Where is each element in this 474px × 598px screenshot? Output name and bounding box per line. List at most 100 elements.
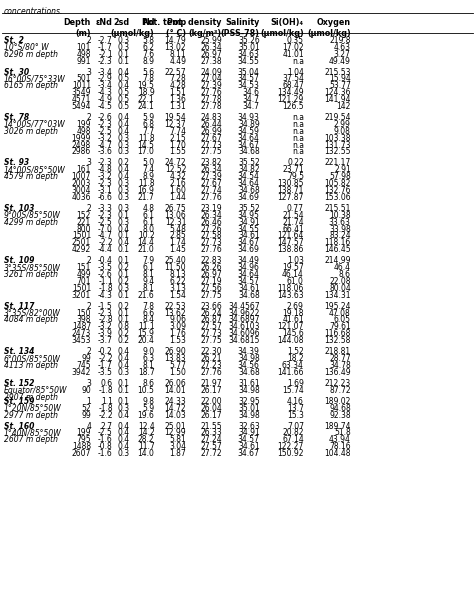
Text: 5.9: 5.9 (142, 113, 155, 122)
Text: 1.87: 1.87 (170, 449, 186, 458)
Text: 34.6897: 34.6897 (228, 316, 260, 325)
Text: 34.69: 34.69 (238, 193, 260, 202)
Text: 0.2: 0.2 (118, 336, 130, 345)
Text: -2.6: -2.6 (98, 270, 113, 279)
Text: 27.75: 27.75 (200, 148, 222, 157)
Text: 11.50: 11.50 (164, 263, 186, 272)
Text: 34.54: 34.54 (238, 172, 260, 181)
Text: 14.72: 14.72 (164, 404, 186, 413)
Text: -2.1: -2.1 (98, 50, 113, 59)
Text: -1.5: -1.5 (98, 302, 113, 311)
Text: 13.06: 13.06 (164, 211, 186, 220)
Text: 6.1: 6.1 (143, 218, 155, 227)
Text: 26.34: 26.34 (200, 42, 222, 52)
Text: 0.4: 0.4 (118, 361, 130, 370)
Text: 0.4: 0.4 (118, 166, 130, 175)
Text: 51.8: 51.8 (334, 429, 351, 438)
Text: 14°00S/77°03W: 14°00S/77°03W (4, 120, 65, 129)
Text: 34.49: 34.49 (238, 257, 260, 266)
Text: 34.55: 34.55 (238, 56, 260, 66)
Text: 0.1: 0.1 (118, 50, 130, 59)
Text: 0.1: 0.1 (118, 379, 130, 388)
Text: 0.3: 0.3 (118, 193, 130, 202)
Text: 0.1: 0.1 (118, 257, 130, 266)
Text: 87.72: 87.72 (329, 386, 351, 395)
Text: 15.9: 15.9 (137, 329, 155, 338)
Text: -3.2: -3.2 (98, 134, 113, 143)
Text: 1.52: 1.52 (287, 347, 304, 356)
Text: 27.76: 27.76 (200, 368, 222, 377)
Text: 3026 m depth: 3026 m depth (4, 127, 58, 136)
Text: 26.17: 26.17 (200, 386, 222, 395)
Text: Depth
(m): Depth (m) (64, 18, 91, 38)
Text: 215.53: 215.53 (324, 68, 351, 77)
Text: 9.4: 9.4 (142, 277, 155, 286)
Text: 2sd: 2sd (114, 18, 130, 27)
Text: 2.7: 2.7 (101, 422, 113, 431)
Text: 12.31: 12.31 (165, 218, 186, 227)
Text: Oxygen
(μmol/kg): Oxygen (μmol/kg) (307, 18, 351, 38)
Text: 11.8: 11.8 (138, 179, 155, 188)
Text: 20.4: 20.4 (137, 336, 155, 345)
Text: 34.64: 34.64 (238, 270, 260, 279)
Text: 34.98: 34.98 (238, 354, 260, 363)
Text: 34.63: 34.63 (238, 50, 260, 59)
Text: 12.4: 12.4 (138, 422, 155, 431)
Text: 28.2: 28.2 (138, 435, 155, 444)
Text: 92.38: 92.38 (329, 411, 351, 420)
Text: 1999: 1999 (72, 134, 91, 143)
Text: 0.3: 0.3 (118, 179, 130, 188)
Text: 19.54: 19.54 (164, 113, 186, 122)
Text: 138.86: 138.86 (277, 245, 304, 254)
Text: 2: 2 (86, 36, 91, 45)
Text: 7.6: 7.6 (142, 50, 155, 59)
Text: 35.52: 35.52 (238, 158, 260, 167)
Text: 5.6: 5.6 (142, 68, 155, 77)
Text: 9.08: 9.08 (334, 127, 351, 136)
Text: 22.00: 22.00 (200, 397, 222, 406)
Text: 1.70: 1.70 (169, 141, 186, 150)
Text: 2: 2 (86, 302, 91, 311)
Text: 4299 m depth: 4299 m depth (4, 218, 58, 227)
Text: 79.5: 79.5 (287, 172, 304, 181)
Text: 27.57: 27.57 (200, 322, 222, 331)
Text: 1.1: 1.1 (101, 397, 113, 406)
Text: εNd: εNd (96, 18, 113, 27)
Text: 21.97: 21.97 (200, 379, 222, 388)
Text: 8.6: 8.6 (339, 270, 351, 279)
Text: St. 152: St. 152 (4, 379, 34, 388)
Text: 8.1: 8.1 (143, 270, 155, 279)
Text: 21.0: 21.0 (138, 245, 155, 254)
Text: 27.39: 27.39 (200, 81, 222, 90)
Text: 99: 99 (81, 411, 91, 420)
Text: 27.74: 27.74 (200, 186, 222, 195)
Text: 35.26: 35.26 (238, 36, 260, 45)
Text: 19.6: 19.6 (137, 411, 155, 420)
Text: 1°40N/85°50W: 1°40N/85°50W (4, 429, 62, 438)
Text: -1.8: -1.8 (98, 386, 113, 395)
Text: 0.3: 0.3 (118, 404, 130, 413)
Text: 3261 m depth: 3261 m depth (4, 270, 58, 279)
Text: 26.33: 26.33 (200, 429, 222, 438)
Text: -2.2: -2.2 (98, 411, 113, 420)
Text: 21.7: 21.7 (138, 193, 155, 202)
Text: 153.06: 153.06 (324, 193, 351, 202)
Text: 25.01: 25.01 (164, 422, 186, 431)
Text: 7.28: 7.28 (170, 75, 186, 84)
Text: 701: 701 (76, 277, 91, 286)
Text: 1.31: 1.31 (170, 102, 186, 111)
Text: 13.83: 13.83 (164, 354, 186, 363)
Text: 0.1: 0.1 (118, 211, 130, 220)
Text: 145.6: 145.6 (282, 329, 304, 338)
Text: 18.7: 18.7 (138, 368, 155, 377)
Text: 26.99: 26.99 (200, 127, 222, 136)
Text: 8.9: 8.9 (143, 172, 155, 181)
Text: 67.14: 67.14 (282, 435, 304, 444)
Text: 24.1: 24.1 (138, 102, 155, 111)
Text: 34.61: 34.61 (238, 443, 260, 451)
Text: 0.4: 0.4 (118, 113, 130, 122)
Text: -3.5: -3.5 (98, 368, 113, 377)
Text: St. 160: St. 160 (4, 422, 34, 431)
Text: 34.39: 34.39 (238, 347, 260, 356)
Text: -3.4: -3.4 (98, 68, 113, 77)
